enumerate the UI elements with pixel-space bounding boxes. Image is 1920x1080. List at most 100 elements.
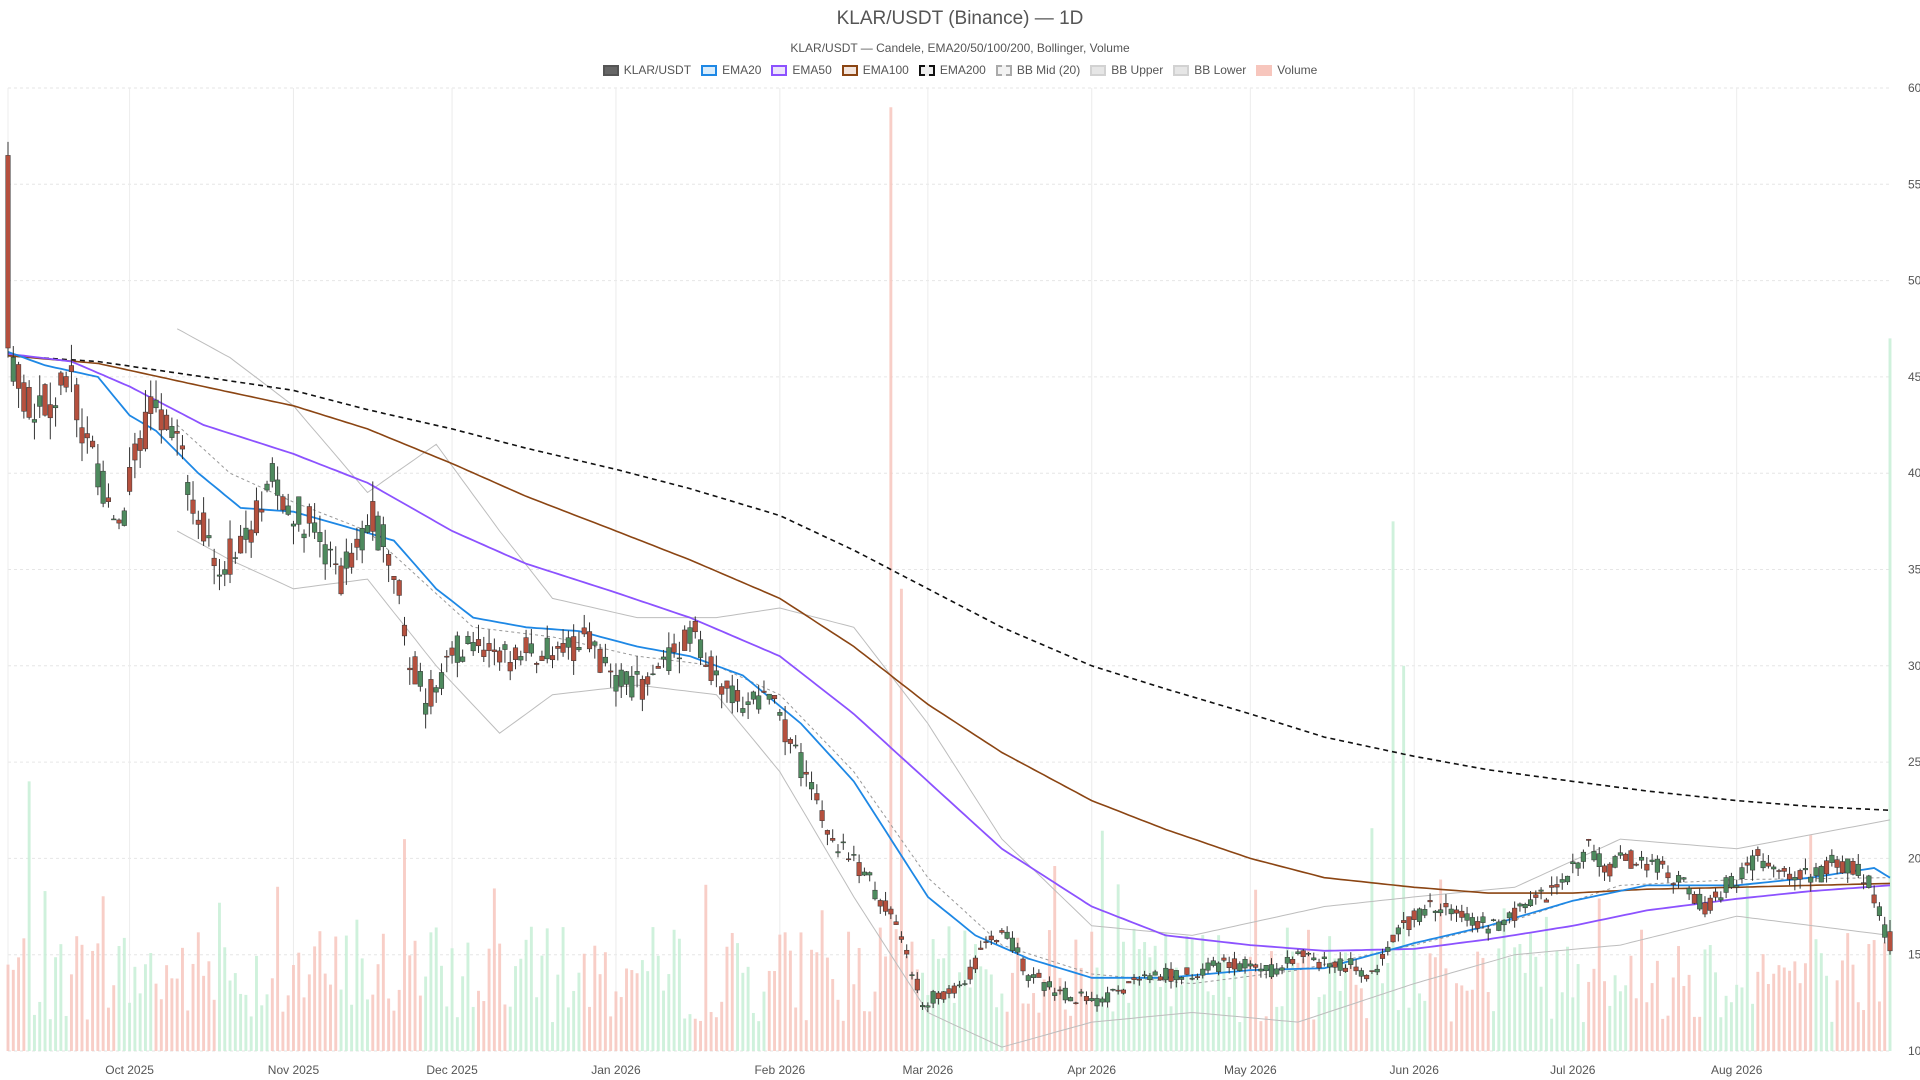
volume-bar: [905, 956, 909, 1051]
volume-bar: [1037, 1012, 1041, 1051]
volume-bar: [117, 946, 121, 1051]
volume-bar: [244, 994, 248, 1051]
volume-bar: [1555, 951, 1559, 1051]
volume-bar: [825, 957, 829, 1051]
candle-body: [1543, 899, 1549, 903]
volume-bar: [455, 1017, 459, 1051]
candle-body: [142, 411, 148, 450]
volume-bar: [11, 969, 15, 1051]
candle-body: [1416, 908, 1423, 922]
volume-bar: [1624, 985, 1628, 1051]
volume-bar: [1211, 995, 1215, 1051]
volume-bar: [942, 958, 946, 1051]
legend-item-1[interactable]: EMA20: [701, 63, 761, 77]
volume-bar: [1476, 951, 1480, 1051]
volume-bar: [794, 1007, 798, 1051]
legend-item-7[interactable]: BB Lower: [1173, 63, 1246, 77]
candle-body: [475, 639, 482, 647]
candle-body: [1887, 931, 1893, 952]
candle-body: [1802, 868, 1808, 871]
candle-body: [1813, 867, 1819, 876]
volume-bar: [149, 953, 153, 1051]
candle-body: [164, 414, 170, 430]
candle-body: [1015, 947, 1021, 953]
candle-body: [100, 470, 106, 504]
candle-body: [1221, 957, 1227, 961]
volume-bar: [963, 930, 967, 1051]
candle-body: [333, 563, 339, 565]
candle-body: [185, 482, 191, 495]
candle-body: [1274, 968, 1280, 975]
candle-body: [1628, 850, 1634, 869]
volume-bar: [1809, 835, 1813, 1051]
candle-body: [1496, 921, 1502, 931]
volume-bar: [207, 961, 211, 1051]
candle-body: [1675, 875, 1682, 883]
volume-bar: [440, 965, 443, 1051]
candle-body: [216, 574, 223, 577]
volume-bar: [1275, 1006, 1279, 1051]
volume-bar: [915, 969, 919, 1051]
volume-bar: [588, 1006, 591, 1051]
candle-body: [1253, 964, 1259, 968]
volume-bar: [1322, 994, 1326, 1051]
volume-bar: [683, 1018, 687, 1051]
volume-bar: [22, 938, 26, 1051]
candle-body: [602, 656, 608, 664]
legend-item-4[interactable]: EMA200: [918, 63, 986, 77]
y-tick-label: 55: [1908, 177, 1920, 191]
legend-item-5[interactable]: BB Mid (20): [995, 63, 1080, 77]
candle-body: [571, 636, 577, 661]
candle-body: [1517, 903, 1523, 907]
bb-mid-line: [176, 424, 1890, 985]
candle-body: [660, 656, 667, 660]
volume-bar: [656, 955, 660, 1051]
candle-body: [148, 396, 154, 414]
legend-item-8[interactable]: Volume: [1256, 63, 1317, 77]
legend-swatch: [918, 64, 935, 76]
candle-body: [935, 992, 941, 999]
candle-body: [1258, 968, 1264, 972]
y-tick-label: 25: [1908, 755, 1920, 769]
volume-bar: [1333, 958, 1337, 1051]
volume-bar: [519, 958, 523, 1051]
y-tick-label: 10: [1908, 1044, 1920, 1058]
candle-body: [1490, 919, 1497, 921]
candle-body: [343, 551, 349, 569]
volume-bar: [1349, 962, 1353, 1051]
candle-body: [1163, 967, 1169, 981]
candle-body: [608, 670, 614, 673]
volume-bar: [302, 997, 306, 1051]
volume-bar: [1618, 991, 1622, 1051]
candle-body: [1665, 872, 1671, 879]
candle-body: [1401, 920, 1407, 923]
candle-body: [359, 527, 365, 551]
candle-body: [798, 752, 804, 779]
candle-body: [814, 793, 820, 801]
volume-bar: [989, 974, 993, 1051]
volume-bar: [48, 1019, 52, 1051]
candle-body: [290, 523, 297, 527]
volume-bar: [1433, 957, 1437, 1051]
candle-body: [137, 438, 143, 451]
volume-bar: [371, 994, 375, 1051]
volume-bar: [688, 1014, 692, 1051]
volume-bar: [1650, 983, 1654, 1051]
volume-bar: [1729, 1002, 1733, 1051]
legend-item-2[interactable]: EMA50: [771, 63, 832, 77]
candle-body: [1004, 931, 1010, 939]
candle-body: [655, 666, 661, 669]
candle-body: [153, 399, 159, 409]
candle-body: [1263, 964, 1269, 972]
legend-item-0[interactable]: KLAR/USDT: [602, 63, 691, 77]
candle-body: [1083, 996, 1089, 1002]
volume-bar: [466, 942, 470, 1051]
volume-bar: [1079, 967, 1083, 1051]
volume-bar: [1645, 1002, 1649, 1051]
candle-body: [972, 957, 978, 970]
candle-body: [994, 940, 1000, 943]
volume-bar: [1788, 970, 1792, 1051]
legend-item-3[interactable]: EMA100: [841, 63, 909, 77]
volume-bar: [1095, 967, 1099, 1051]
legend-item-6[interactable]: BB Upper: [1090, 63, 1163, 77]
